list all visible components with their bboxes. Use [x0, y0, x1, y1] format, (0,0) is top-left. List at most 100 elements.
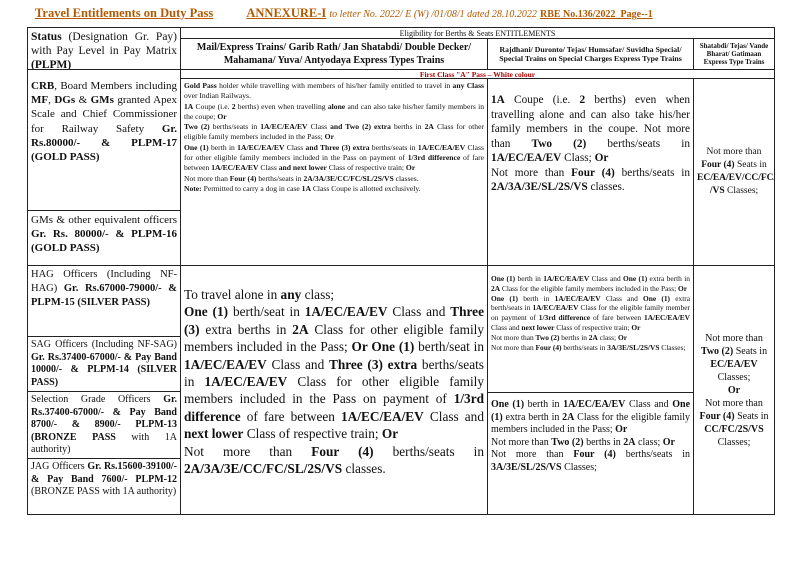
- text: Class: [284, 142, 306, 152]
- bold-text: Two (2): [551, 436, 584, 448]
- text: Class for the eligible family members in…: [491, 411, 690, 436]
- paragraph: Selection Grade Officers Gr. Rs.37400-67…: [31, 394, 177, 457]
- text: berths/seats in: [373, 443, 484, 459]
- bold-text: 1A/EC/EA/EV: [204, 374, 288, 390]
- col-header: Mail/Express Trains/ Garib Rath/ Jan Sha…: [180, 38, 488, 70]
- text: Class and: [625, 399, 673, 410]
- text: &: [75, 94, 91, 107]
- paragraph: Not more than Four (4) berths/seats in 2…: [184, 174, 484, 184]
- bold-text: 1A/EC/EA/EV: [237, 142, 285, 152]
- bold-text: MF: [31, 94, 49, 107]
- paragraph: Or: [697, 384, 771, 397]
- text: Class for other eligible family members …: [184, 321, 484, 355]
- paragraph: Two (2) berths/seats in 1A/EC/EA/EV Clas…: [184, 122, 484, 143]
- paragraph: One (1) berth/seat in 1A/EC/EA/EV Class …: [184, 303, 484, 442]
- text: HAG Officers (Including NF-HAG): [31, 269, 177, 294]
- text: Not more than: [491, 166, 572, 179]
- text: berths) even when travelling alone and c…: [491, 94, 691, 150]
- bold-text: One (1): [184, 142, 209, 152]
- bold-text: Or: [617, 332, 627, 342]
- text: Classes;: [717, 371, 751, 383]
- bold-text: CC/FC/2S/VS: [704, 423, 764, 435]
- paragraph: Note: Permitted to carry a dog in case 1…: [184, 184, 484, 194]
- text: Class: [307, 122, 331, 132]
- bold-text: 1A/EC/EA/EV: [532, 303, 579, 313]
- bold-text: 1A/EC/EA/EV: [211, 163, 259, 173]
- text: Seats in: [733, 345, 768, 357]
- bold-text: 1A/EC/EA/EV: [304, 304, 388, 320]
- bold-text: 1/3rd difference: [538, 313, 591, 323]
- rbe-ref: RBE No.136/2022_Page--1: [539, 9, 653, 20]
- status-cell: SAG Officers (Including NF-SAG) Gr. Rs.3…: [27, 336, 181, 392]
- shatabdi-cell: Not more than Two (2) Seats in EC/EA/EV …: [693, 265, 775, 515]
- text: Class and: [589, 274, 624, 283]
- bold-text: 1A: [301, 183, 311, 193]
- bold-text: DGs: [54, 94, 76, 107]
- bold-text: Status: [31, 31, 62, 43]
- bold-text: Four (4): [229, 173, 257, 183]
- bold-text: Or: [594, 152, 609, 164]
- paragraph: CRB, Board Members including MF, DGs & G…: [31, 79, 177, 164]
- text: Class and: [266, 356, 329, 372]
- paragraph: Status (Designation Gr. Pay) with Pay Le…: [31, 30, 177, 69]
- rajdhani-cell: One (1) berth in 1A/EC/EA/EV Class and O…: [487, 265, 694, 393]
- text: SAG Officers (Including NF-SAG): [31, 339, 177, 350]
- bold-text: 2: [231, 101, 236, 111]
- paragraph: One (1) berth in 1A/EC/EA/EV Class and O…: [491, 399, 690, 437]
- paragraph: One (1) berth in 1A/EC/EA/EV Class and O…: [491, 274, 690, 294]
- text: class;: [301, 287, 335, 302]
- bold-text: Four (4): [701, 160, 735, 170]
- bold-text: 2A/3A/3E/SL/2S/VS: [491, 181, 588, 193]
- text: berths in: [390, 122, 425, 132]
- text: Selection Grade Officers: [31, 394, 164, 405]
- bold-text: GMs: [90, 94, 114, 107]
- bold-text: and Three (3) extra: [305, 142, 370, 152]
- bold-text: One (1): [643, 293, 671, 303]
- col-header: Shatabdi/ Tejas/ Vande Bharat/ Gatimaan …: [693, 38, 775, 70]
- paragraph: JAG Officers Gr. Rs.15600-39100/- & Pay …: [31, 461, 177, 499]
- bold-text: One (1): [491, 399, 525, 410]
- text: berth/seat in: [414, 339, 485, 355]
- paragraph: SAG Officers (Including NF-SAG) Gr. Rs.3…: [31, 339, 177, 389]
- text: berths/seats in: [369, 142, 418, 152]
- bold-text: Or: [662, 436, 675, 448]
- bold-text: alone: [327, 101, 346, 111]
- text: Not more than: [491, 342, 536, 352]
- text: Classes;: [659, 342, 686, 352]
- paragraph: 1A Coupe (i.e. 2 berths) even when trave…: [184, 102, 484, 123]
- text: classes.: [342, 461, 386, 477]
- shatabdi-cell: Not more than Four (4) Seats in EC/EA/EV…: [693, 78, 775, 266]
- bold-text: Or: [727, 384, 741, 396]
- text: (Designation Gr. Pay) with Pay Level in …: [31, 31, 177, 57]
- text: Class of respective train;: [326, 163, 406, 173]
- text: (BRONZE PASS with 1A authority): [31, 486, 177, 497]
- bold-text: 3A/3E/SL/2S/VS: [607, 342, 660, 352]
- paragraph: Not more than Four (4) berths/seats in 3…: [491, 449, 690, 474]
- text: berths) even when travelling: [235, 101, 328, 111]
- text: berths/seats in: [561, 342, 608, 352]
- status-cell: CRB, Board Members including MF, DGs & G…: [27, 69, 181, 211]
- status-cell: Selection Grade Officers Gr. Rs.37400-67…: [27, 391, 181, 459]
- bold-text: Gr. Rs.67000-79000/- & PLPM-15 (SILVER P…: [31, 283, 177, 308]
- bold-text: 1/3rd difference: [184, 391, 484, 424]
- bold-text: Gr. Rs.37400-67000/- & Pay Band 10000/- …: [31, 351, 177, 388]
- text: berth in: [515, 274, 544, 283]
- text: berths/seats in: [614, 166, 690, 179]
- text: Class for other eligible family members …: [184, 374, 484, 407]
- text: of fare between: [184, 153, 485, 173]
- paragraph: One (1) berth in 1A/EC/EA/EV Class and T…: [184, 143, 484, 174]
- bold-text: 3A/3E/SL/2S/VS: [491, 461, 562, 473]
- bold-text: 2A/3A/3E/CC/FC/SL/2S/VS: [303, 173, 394, 183]
- paragraph: Not more than Two (2) berths in 2A class…: [491, 333, 690, 343]
- bold-text: any Class: [452, 81, 485, 90]
- text: berths in: [583, 436, 624, 448]
- text: Not more than: [184, 173, 230, 183]
- bold-text: One (1): [491, 274, 516, 283]
- paragraph: Not more than Four (4) Seats in CC/FC/2S…: [697, 397, 771, 449]
- text: Class and: [491, 322, 522, 332]
- text: berth in: [208, 142, 238, 152]
- bold-text: One (1): [184, 304, 229, 320]
- bold-text: Gr. Rs.15600-39100/- & Pay Band 7600/- P…: [31, 461, 177, 485]
- text: Permitted to carry a dog in case: [201, 183, 302, 193]
- text: Class: [258, 163, 279, 173]
